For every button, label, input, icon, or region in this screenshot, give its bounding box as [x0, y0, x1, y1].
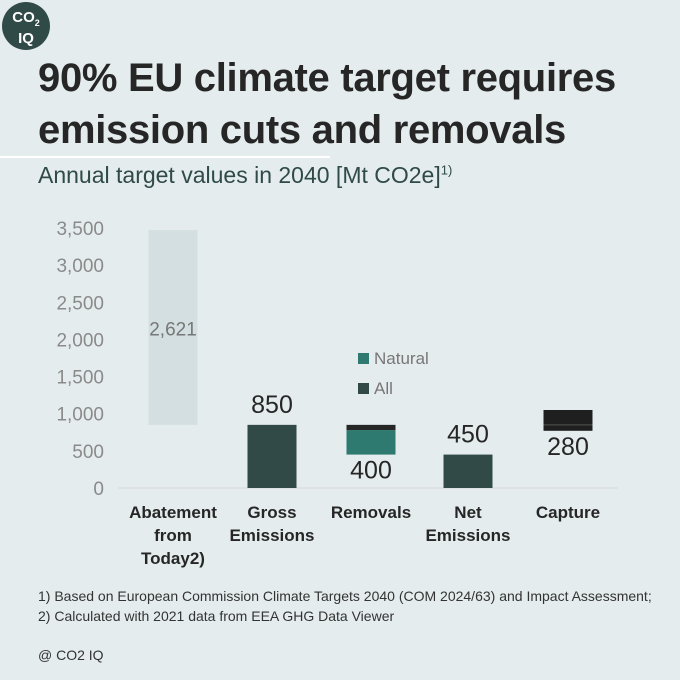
bar — [148, 230, 198, 425]
y-tick-label: 3,000 — [56, 256, 104, 277]
x-category-label: Removals — [331, 503, 411, 522]
y-tick-label: 1,000 — [56, 405, 104, 426]
bar-segment-other — [346, 424, 396, 431]
x-category-label: Emissions — [229, 526, 314, 545]
y-tick-label: 2,500 — [56, 293, 104, 314]
bar — [247, 424, 297, 488]
legend-label: All — [374, 379, 393, 398]
x-category-label: Today2) — [141, 549, 205, 568]
chart-title: 90% EU climate target requires emission … — [38, 52, 616, 156]
y-tick-label: 1,500 — [56, 368, 104, 389]
footnote: 1) Based on European Commission Climate … — [38, 588, 652, 624]
y-tick-label: 3,500 — [56, 219, 104, 240]
data-label: 400 — [350, 457, 392, 485]
bar — [443, 454, 493, 488]
data-label: 850 — [251, 391, 293, 419]
legend-swatch — [358, 383, 369, 394]
chart-subtitle: Annual target values in 2040 [Mt CO2e]1) — [38, 162, 452, 189]
co2iq-logo: CO2 IQ — [2, 2, 50, 50]
credit: @ CO2 IQ — [38, 647, 104, 663]
x-category-label: Abatement — [129, 503, 217, 522]
data-label: 450 — [447, 421, 489, 449]
subtitle-footnote-ref: 1) — [440, 162, 453, 178]
bar-segment-natural — [346, 430, 396, 455]
subtitle-text: Annual target values in 2040 [Mt CO2e] — [38, 162, 441, 188]
x-category-label: from — [154, 526, 192, 545]
y-tick-label: 0 — [93, 479, 104, 500]
x-category-label: Net — [454, 503, 482, 522]
x-category-label: Emissions — [425, 526, 510, 545]
divider — [0, 156, 330, 158]
data-label: 2,621 — [149, 320, 197, 341]
bar — [543, 410, 593, 431]
y-tick-label: 2,000 — [56, 330, 104, 351]
title-line-2: emission cuts and removals — [38, 108, 566, 152]
data-label: 280 — [547, 433, 589, 461]
legend-swatch — [358, 353, 369, 364]
x-category-label: Gross — [247, 503, 296, 522]
title-line-1: 90% EU climate target requires — [38, 56, 616, 100]
y-tick-label: 500 — [72, 442, 104, 463]
x-category-label: Capture — [536, 503, 600, 522]
legend-label: Natural — [374, 349, 429, 368]
